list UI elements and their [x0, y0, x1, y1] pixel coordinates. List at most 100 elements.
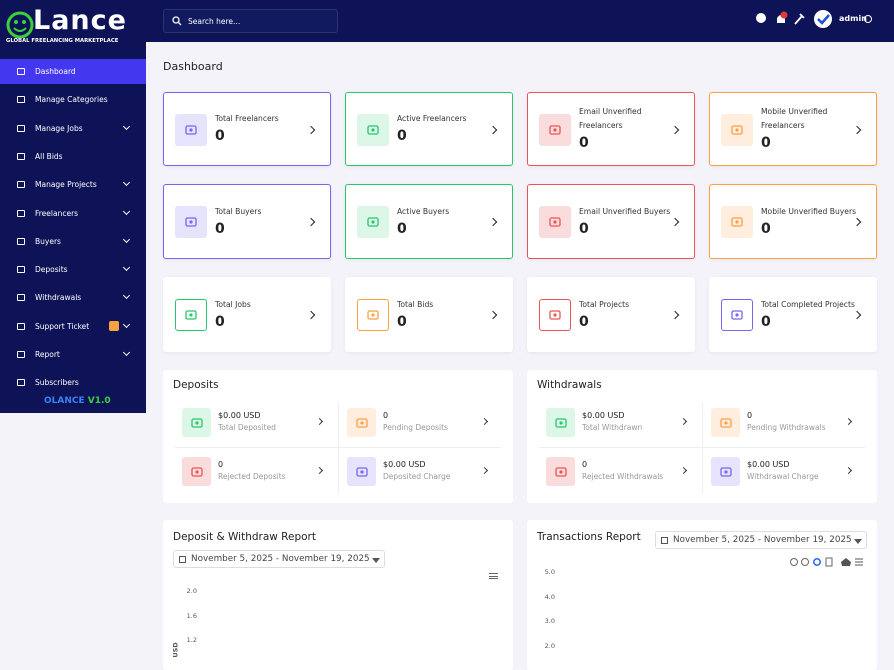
- menu-item[interactable]: Deposits: [35, 265, 68, 275]
- summary-item[interactable]: 0 Rejected Withdrawals: [539, 454, 699, 494]
- card-icon: [721, 114, 753, 146]
- item-icon: [711, 457, 740, 486]
- language-icon[interactable]: [756, 13, 766, 23]
- item-icon: [182, 408, 211, 437]
- item-arrow: [315, 417, 324, 426]
- username[interactable]: admin: [839, 14, 867, 23]
- summary-item[interactable]: 0 Pending Withdrawals: [704, 405, 864, 445]
- report-panel: Transactions Report November 5, 2025 - No…: [527, 520, 877, 670]
- menu-icon[interactable]: [489, 573, 498, 579]
- menu-item[interactable]: Subscribers: [35, 378, 79, 388]
- y-tick-label: 3.0: [544, 617, 555, 625]
- card-title: Email Unverified Buyers: [579, 206, 671, 216]
- summary-item[interactable]: $0.00 USD Total Withdrawn: [539, 405, 699, 445]
- card-icon: [357, 206, 389, 238]
- card-text: Total Jobs 0: [215, 278, 315, 351]
- menu-item[interactable]: Manage Categories: [35, 95, 108, 105]
- card-text: Total Completed Projects 0: [761, 278, 861, 351]
- item-label: Rejected Deposits: [218, 472, 286, 481]
- menu-item[interactable]: Support Ticket: [35, 321, 90, 331]
- logo-icon: [6, 11, 34, 39]
- card-value: 0: [761, 220, 771, 237]
- menu-icon: [17, 237, 25, 245]
- card-value: 0: [215, 128, 225, 144]
- summary-item[interactable]: 0 Rejected Deposits: [175, 454, 335, 494]
- card-value: 0: [579, 220, 589, 237]
- divider: [175, 447, 501, 448]
- item-value: $0.00 USD: [383, 460, 426, 469]
- stat-card[interactable]: Total Completed Projects 0: [709, 277, 877, 352]
- stat-card[interactable]: Mobile Unverified Freelancers 0: [709, 92, 877, 166]
- summary-item[interactable]: $0.00 USD Withdrawal Charge: [704, 454, 864, 494]
- stat-card[interactable]: Total Freelancers 0: [163, 92, 331, 166]
- card-icon: [539, 206, 571, 238]
- card-value: 0: [215, 313, 225, 330]
- stat-card[interactable]: Active Buyers 0: [345, 184, 513, 259]
- card-icon: [357, 299, 389, 331]
- divider: [338, 403, 339, 493]
- item-arrow: [679, 417, 688, 426]
- avatar[interactable]: [814, 10, 832, 28]
- item-value: 0: [582, 460, 588, 469]
- summary-item[interactable]: 0 Pending Deposits: [340, 405, 500, 445]
- y-tick-label: 4.0: [544, 592, 555, 601]
- summary-item[interactable]: $0.00 USD Total Deposited: [175, 405, 335, 445]
- stat-card[interactable]: Total Buyers 0: [163, 184, 331, 259]
- card-value: 0: [761, 135, 771, 151]
- card-title: Total Freelancers: [215, 114, 279, 123]
- item-label: Deposited Charge: [383, 472, 451, 481]
- item-icon: [546, 408, 575, 437]
- item-label: Withdrawal Charge: [747, 472, 819, 481]
- card-title: Total Jobs: [215, 299, 251, 309]
- menu-item[interactable]: Withdrawals: [35, 293, 82, 303]
- item-label: Pending Deposits: [383, 423, 448, 432]
- card-icon: [539, 299, 571, 331]
- stat-card[interactable]: Total Bids 0: [345, 277, 513, 352]
- menu-item[interactable]: Buyers: [35, 236, 61, 246]
- footer-version: V1.0: [87, 396, 111, 406]
- menu-item[interactable]: All Bids: [35, 151, 63, 161]
- card-title: Email Unverified Freelancers: [579, 107, 642, 130]
- card-icon: [721, 299, 753, 331]
- card-value: 0: [215, 220, 225, 237]
- menu-item[interactable]: Report: [35, 350, 60, 359]
- chart-toolbar[interactable]: [790, 552, 865, 567]
- card-title: Active Freelancers: [397, 114, 467, 123]
- caret: [372, 558, 380, 563]
- stat-card[interactable]: Total Jobs 0: [163, 277, 331, 352]
- menu-icon: [17, 124, 25, 132]
- date-range[interactable]: November 5, 2025 - November 19, 2025: [655, 531, 867, 549]
- search-box[interactable]: Search here...: [163, 9, 338, 33]
- card-title: Mobile Unverified Freelancers: [761, 107, 828, 130]
- footer-name: OLANCE: [44, 396, 85, 406]
- card-text: Email Unverified Buyers 0: [579, 185, 679, 258]
- stat-card[interactable]: Total Projects 0: [527, 277, 695, 352]
- search-icon: [172, 16, 182, 26]
- stat-card[interactable]: Mobile Unverified Buyers 0: [709, 184, 877, 259]
- item-icon: [546, 457, 575, 486]
- card-text: Active Freelancers 0: [397, 93, 497, 165]
- tagline: GLOBAL FREELANCING MARKETPLACE: [6, 38, 119, 44]
- stat-card[interactable]: Email Unverified Freelancers 0: [527, 92, 695, 166]
- menu-item[interactable]: Manage Jobs: [35, 123, 83, 133]
- card-icon: [175, 206, 207, 238]
- card-value: 0: [579, 135, 589, 151]
- card-title: Total Projects: [579, 299, 630, 309]
- item-label: Total Withdrawn: [582, 423, 643, 432]
- stat-card[interactable]: Active Freelancers 0: [345, 92, 513, 166]
- item-arrow: [315, 466, 324, 475]
- item-icon: [182, 457, 211, 486]
- summary-item[interactable]: $0.00 USD Deposited Charge: [340, 454, 500, 494]
- menu-item[interactable]: Manage Projects: [35, 180, 97, 190]
- stat-card[interactable]: Email Unverified Buyers 0: [527, 184, 695, 259]
- menu-icon: [489, 575, 498, 577]
- date-range[interactable]: November 5, 2025 - November 19, 2025: [173, 550, 385, 568]
- y-tick-label: 1.2: [186, 636, 197, 644]
- deposits-panel: Deposits $0.00 USD Total Deposited 0 Pending…: [163, 370, 513, 503]
- card-text: Total Buyers 0: [215, 185, 315, 258]
- settings-icon[interactable]: [794, 13, 805, 25]
- calendar-icon: [661, 537, 668, 544]
- menu-icon: [17, 96, 25, 104]
- menu-item[interactable]: Freelancers: [35, 208, 79, 218]
